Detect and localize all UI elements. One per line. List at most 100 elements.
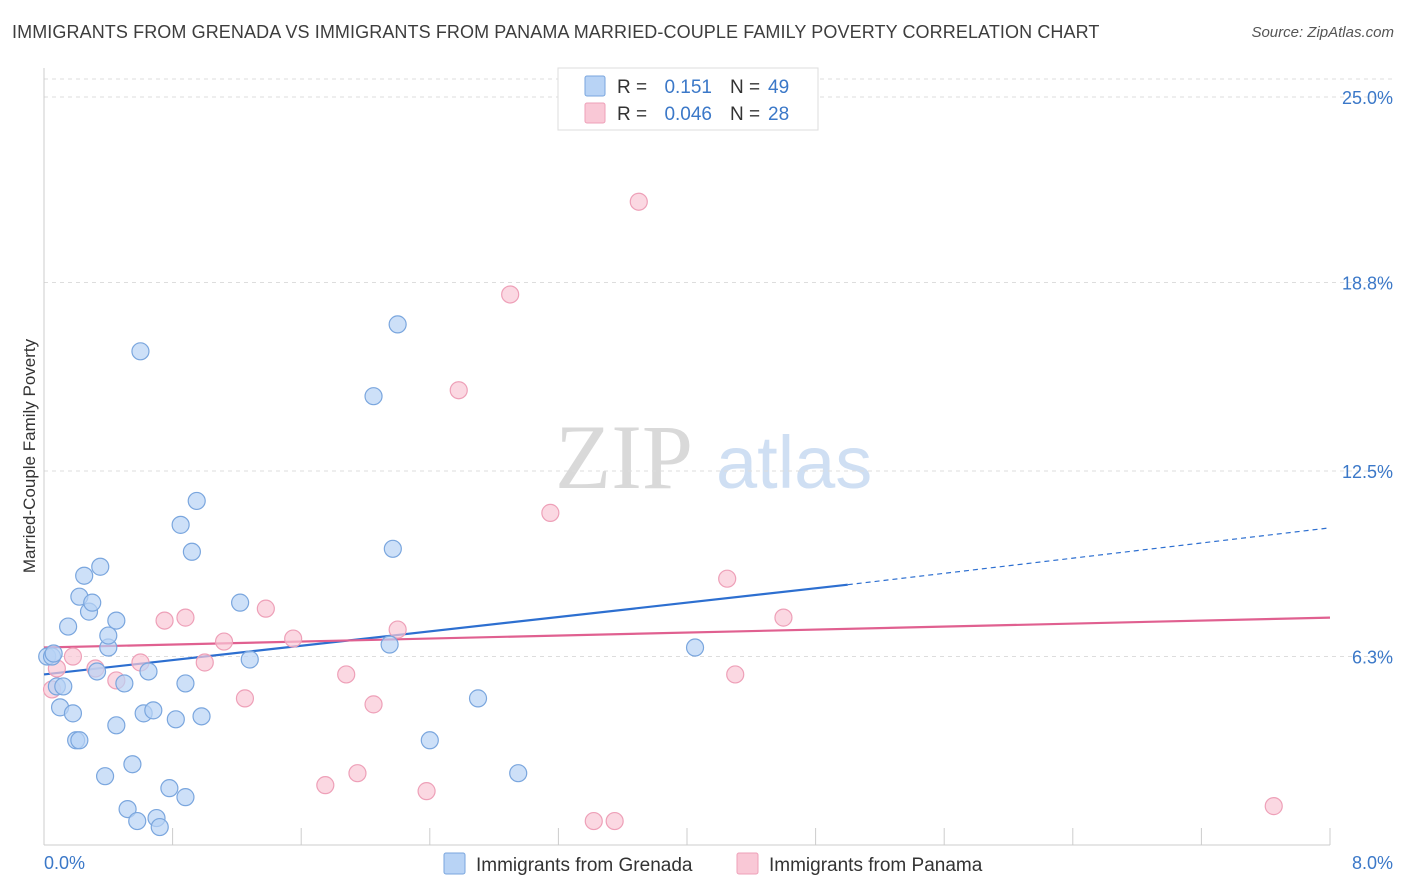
legend-r-label-panama: R = [617,104,647,125]
y-tick-label-2: 18.8% [1342,274,1393,294]
point-grenada-45 [509,764,528,783]
y-tick-label-0: 6.3% [1352,648,1393,668]
point-panama-2 [63,647,83,666]
point-grenada-5 [59,617,78,636]
point-panama-26 [726,665,745,684]
legend-r-value-grenada: 0.151 [664,77,712,98]
point-grenada-38 [240,650,259,669]
chart-title: IMMIGRANTS FROM GRENADA VS IMMIGRANTS FR… [12,22,1100,42]
tick-labels: 6.3% 12.5% 18.8% 25.0% 0.0% 8.0% [44,88,1393,873]
point-grenada-46 [685,638,705,657]
point-grenada-35 [187,491,206,511]
point-grenada-39 [364,387,383,406]
point-grenada-44 [468,689,488,708]
chart-source: Source: ZipAtlas.com [1251,24,1394,41]
point-grenada-23 [131,342,150,361]
point-panama-28 [1264,797,1283,816]
series-legend-swatch-grenada [443,852,466,875]
point-panama-17 [388,620,407,639]
point-grenada-36 [192,707,211,726]
legend-swatch-grenada [584,75,606,97]
point-grenada-32 [176,674,195,693]
trend-lines [43,527,1331,676]
point-panama-15 [348,764,367,783]
point-grenada-40 [380,635,399,654]
point-panama-20 [501,285,520,304]
point-panama-23 [605,811,624,831]
point-grenada-29 [160,779,179,798]
point-grenada-31 [171,515,190,534]
point-grenada-26 [144,701,163,720]
watermark-atlas: atlas [716,421,872,504]
legend-r-value-panama: 0.046 [664,104,712,125]
series-legend-swatch-panama [736,852,759,875]
trend-line-grenada [43,583,848,676]
point-grenada-33 [176,788,195,807]
point-grenada-37 [231,593,250,612]
point-panama-13 [316,776,335,795]
point-panama-16 [364,695,383,714]
point-panama-21 [541,503,560,522]
point-grenada-42 [388,315,407,334]
point-panama-12 [284,629,303,648]
point-grenada-25 [139,662,158,681]
point-grenada-28 [150,817,169,837]
stats-legend: R = 0.151 N = 49 R = 0.046 N = 28 [557,67,819,131]
point-panama-14 [337,665,356,684]
point-panama-9 [214,632,234,651]
series-legend-label-grenada: Immigrants from Grenada [476,855,693,876]
point-grenada-34 [182,542,201,561]
axes [43,68,1331,846]
y-tick-label-3: 25.0% [1342,88,1393,108]
legend-n-label-grenada: N = [730,77,760,98]
point-grenada-47 [44,644,63,663]
y-axis-title: Married-Couple Family Poverty [20,338,39,573]
point-grenada-21 [123,755,142,774]
gridlines [44,78,1394,658]
watermark-zip: ZIP [555,406,693,508]
trend-line-grenada-extension [847,527,1331,586]
x-tick-label-max: 8.0% [1352,853,1393,873]
point-grenada-6 [63,704,83,723]
point-grenada-41 [383,539,402,558]
legend-r-label-grenada: R = [617,77,647,98]
point-panama-25 [718,569,737,588]
point-grenada-16 [99,626,118,645]
point-grenada-22 [128,811,147,831]
legend-n-value-grenada: 49 [768,77,789,98]
point-panama-8 [195,653,214,672]
point-grenada-18 [107,716,126,735]
point-grenada-11 [83,593,102,612]
point-panama-22 [584,811,603,831]
point-panama-24 [629,192,648,211]
point-grenada-43 [420,731,439,750]
point-grenada-4 [54,677,73,696]
point-panama-19 [449,381,468,400]
y-tick-label-1: 12.5% [1342,462,1393,482]
point-grenada-48 [70,731,89,750]
point-panama-10 [235,689,255,708]
point-grenada-14 [95,767,115,786]
point-grenada-13 [91,557,110,576]
point-panama-27 [774,608,793,627]
point-grenada-30 [166,710,185,729]
point-grenada-9 [75,566,94,585]
data-points [38,192,1283,837]
series-legend-label-panama: Immigrants from Panama [769,855,983,876]
point-panama-11 [256,599,275,618]
series-legend: Immigrants from Grenada Immigrants from … [443,852,983,876]
point-grenada-20 [118,799,137,819]
point-panama-7 [176,608,195,627]
legend-n-value-panama: 28 [768,104,789,125]
point-grenada-17 [107,611,126,630]
x-tick-label-min: 0.0% [44,853,85,873]
watermark: ZIP atlas [555,406,872,508]
point-grenada-19 [115,674,134,693]
trend-line-panama [43,616,1331,649]
point-grenada-12 [87,662,107,681]
point-panama-6 [155,611,174,630]
point-panama-18 [417,782,436,801]
legend-swatch-panama [584,102,606,124]
legend-n-label-panama: N = [730,104,760,125]
